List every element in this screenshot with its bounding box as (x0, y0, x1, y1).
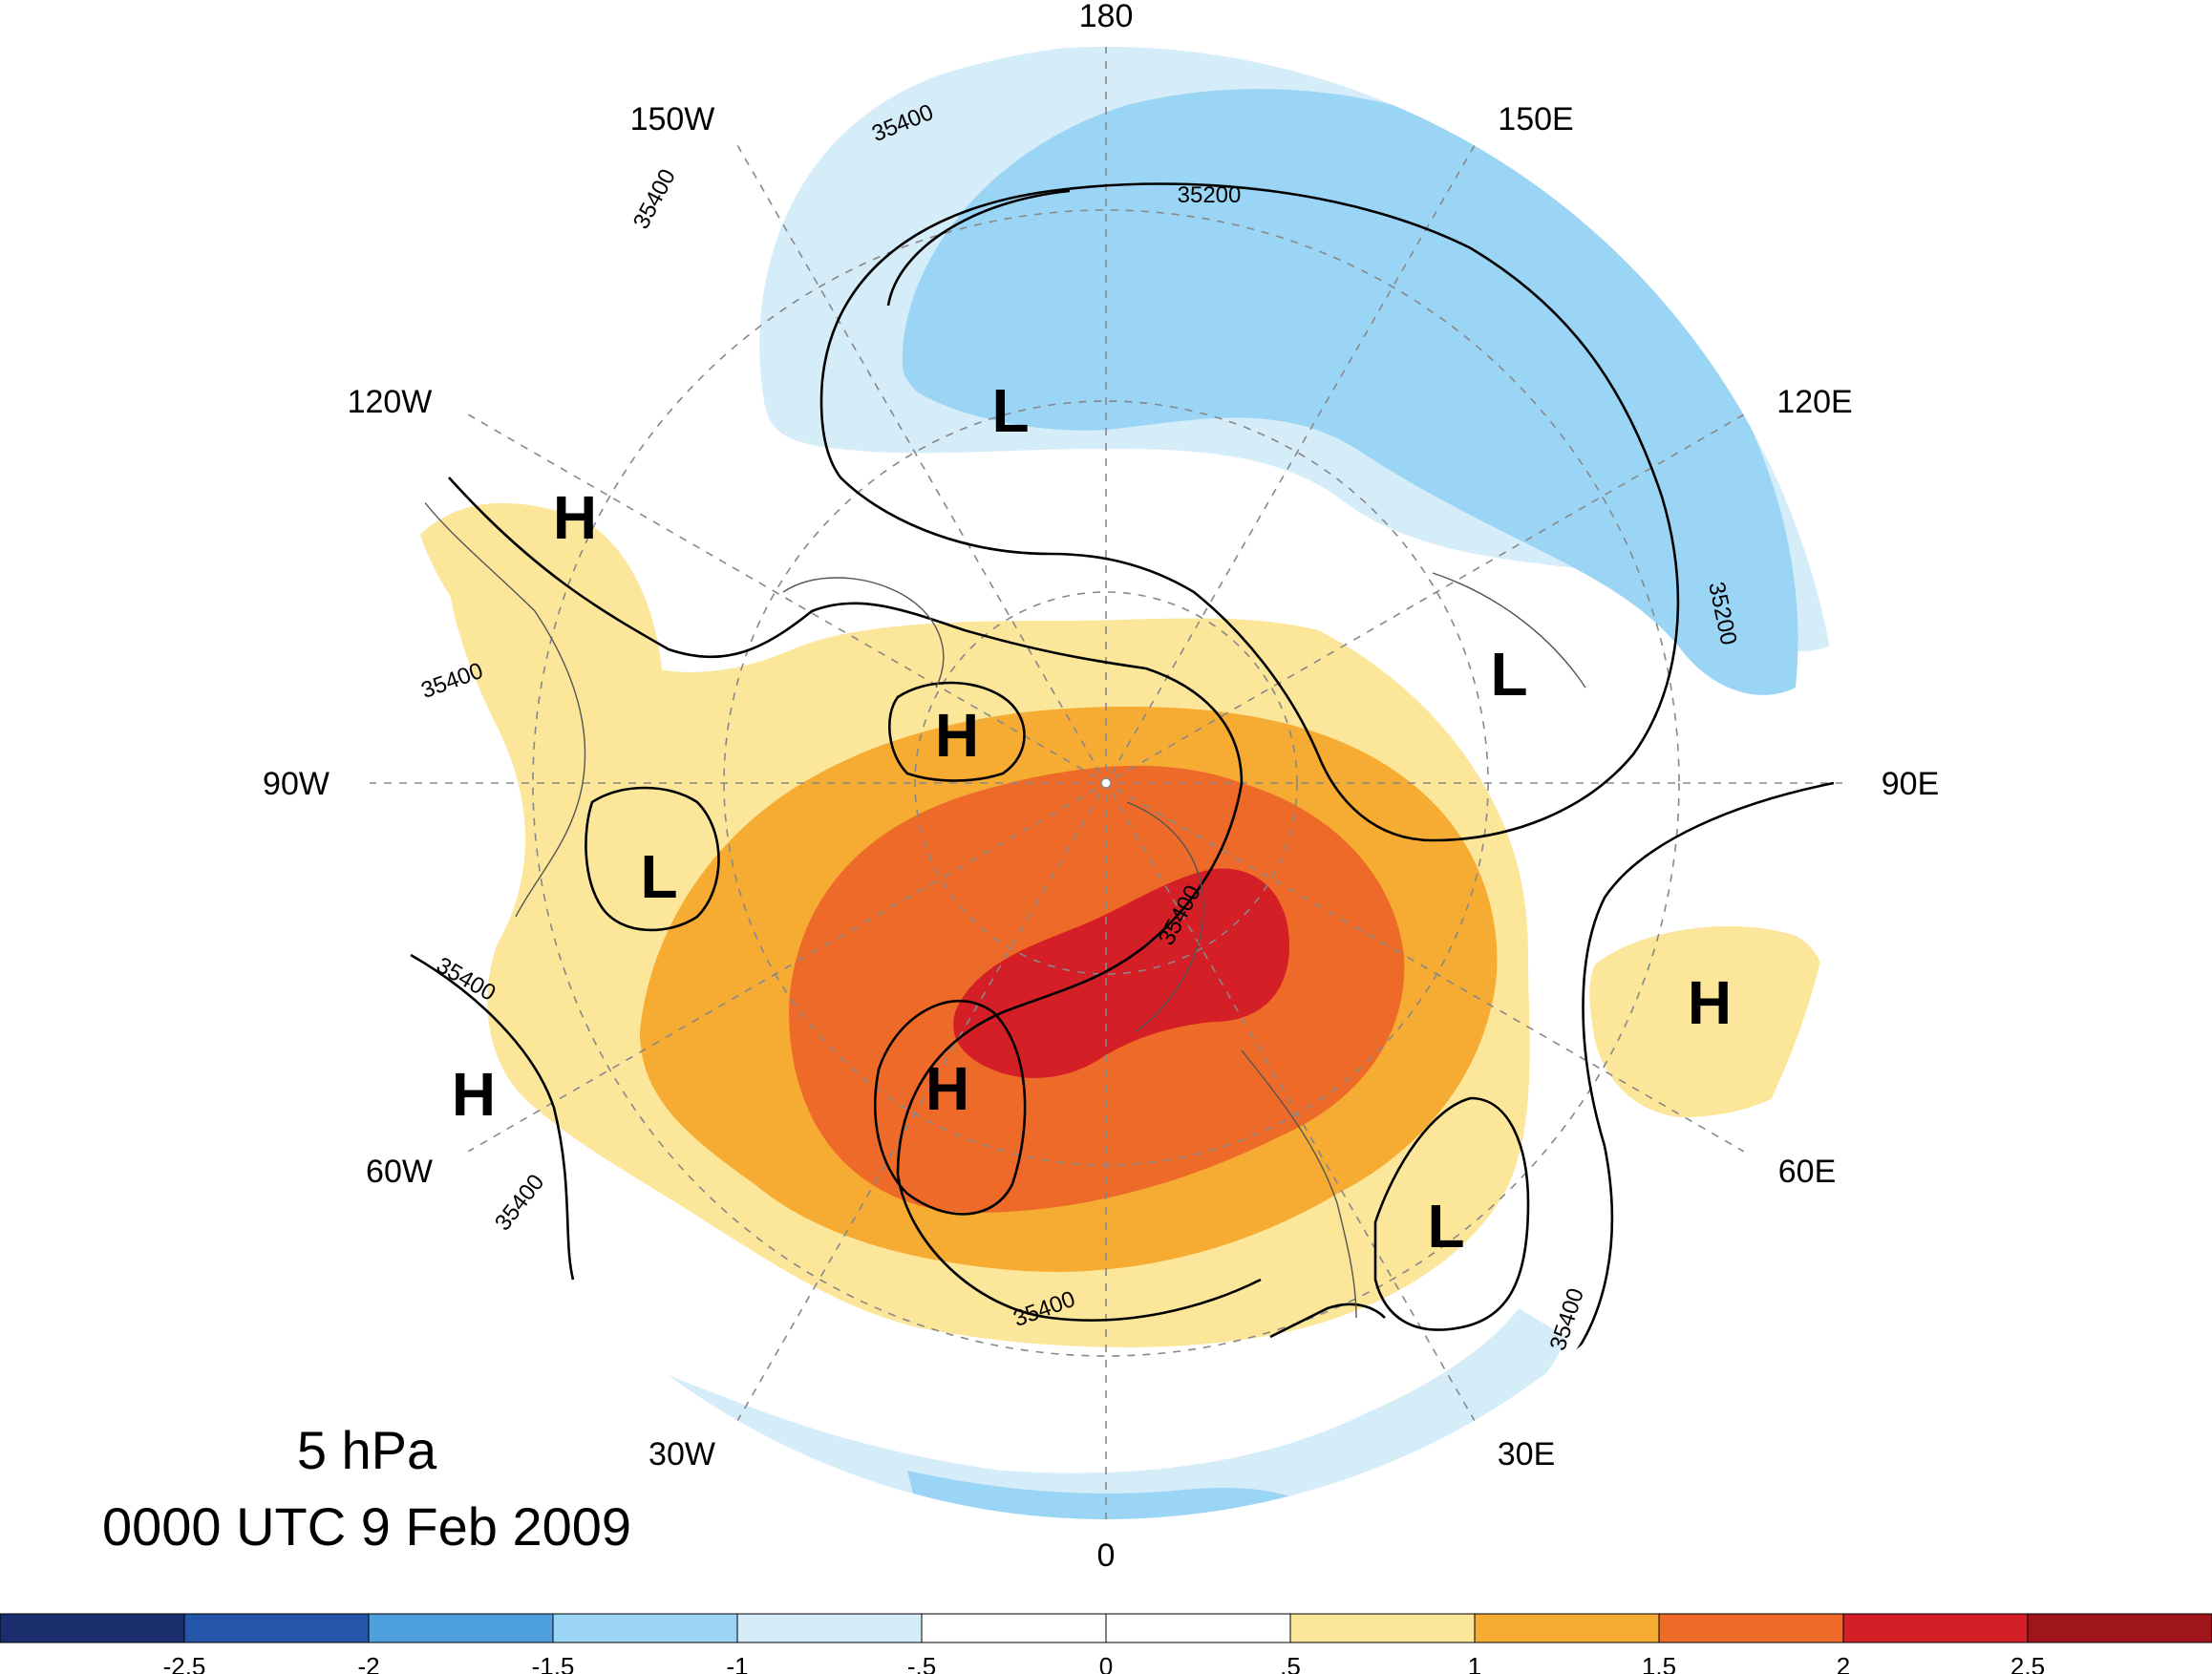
colorbar-swatch (183, 1613, 370, 1643)
colorbar-tick-label: -1.5 (532, 1652, 575, 1674)
colorbar-swatch (1658, 1613, 1844, 1643)
lon-label-30w: 30W (649, 1436, 715, 1473)
lon-label-120e: 120E (1776, 384, 1852, 420)
high-central-asia: H (1688, 968, 1732, 1037)
lon-label-150w: 150W (630, 101, 715, 138)
colorbar-swatch (368, 1613, 554, 1643)
colorbar-tick-label: .5 (1280, 1652, 1301, 1674)
lon-label-120w: 120W (348, 384, 433, 420)
colorbar-swatch (2027, 1613, 2212, 1643)
low-eastern-europe: L (1427, 1192, 1464, 1261)
high-canadian-archipelago: H (935, 701, 979, 770)
low-hudson-bay: L (640, 842, 677, 911)
high-greenland-sea: H (925, 1054, 969, 1123)
lon-label-150e: 150E (1498, 101, 1573, 138)
colorbar-tick-label: 1 (1468, 1652, 1481, 1674)
pressure-centers: L L L L H H H H H (452, 376, 1732, 1261)
colorbar-swatch (736, 1613, 923, 1643)
lon-label-0: 0 (1097, 1537, 1116, 1574)
high-western-atlantic: H (452, 1060, 496, 1129)
colorbar-tick-label: -2 (357, 1652, 379, 1674)
blue-anomaly-inner (902, 89, 1798, 695)
colorbar-swatch (1105, 1613, 1291, 1643)
colorbar-swatch (552, 1613, 738, 1643)
low-north-pacific: L (991, 376, 1029, 445)
colorbar-swatch (1289, 1613, 1476, 1643)
yellow-anomaly-central-asia (1589, 926, 1828, 1117)
colorbar-swatch (1474, 1613, 1660, 1643)
figure-title: 5 hPa 0000 UTC 9 Feb 2009 (102, 1420, 631, 1557)
anomaly-shading (369, 46, 1843, 1520)
title-datetime: 0000 UTC 9 Feb 2009 (102, 1496, 631, 1557)
longitude-labels: 180 150E 120E 90E 60E 30E 0 30W 60W 90W … (263, 0, 1939, 1574)
colorbar-tick-label: -2.5 (163, 1652, 206, 1674)
lon-label-90e: 90E (1882, 766, 1940, 802)
red-anomaly (953, 868, 1289, 1078)
lon-label-60w: 60W (366, 1154, 433, 1190)
pole-marker (1100, 777, 1112, 789)
lon-label-30e: 30E (1498, 1436, 1556, 1473)
lon-label-60e: 60E (1778, 1154, 1837, 1190)
polar-disk-edge (368, 45, 1844, 1521)
colorbar-tick-label: -1 (726, 1652, 748, 1674)
colorbar-tick-label: 2 (1837, 1652, 1850, 1674)
contour-label: 35200 (1178, 182, 1242, 208)
high-western-canada: H (553, 483, 597, 552)
colorbar: -2.5 -2 -1.5 -1 -.5 0 .5 1 1.5 2 2.5 (0, 1613, 2212, 1674)
colorbar-swatch (921, 1613, 1107, 1643)
coastlines (419, 496, 1586, 1319)
lon-label-180: 180 (1079, 0, 1134, 34)
colorbar-tick-label: -.5 (907, 1652, 936, 1674)
lon-label-90w: 90W (263, 766, 330, 802)
colorbar-tick-label: 2.5 (2010, 1652, 2045, 1674)
yellow-anomaly-west (420, 502, 667, 828)
title-level: 5 hPa (297, 1420, 437, 1480)
colorbar-tick-label: 1.5 (1642, 1652, 1676, 1674)
low-east-siberia: L (1490, 640, 1527, 709)
colorbar-tick-label: 0 (1099, 1652, 1113, 1674)
colorbar-swatch (0, 1613, 185, 1643)
colorbar-swatch (1842, 1613, 2029, 1643)
